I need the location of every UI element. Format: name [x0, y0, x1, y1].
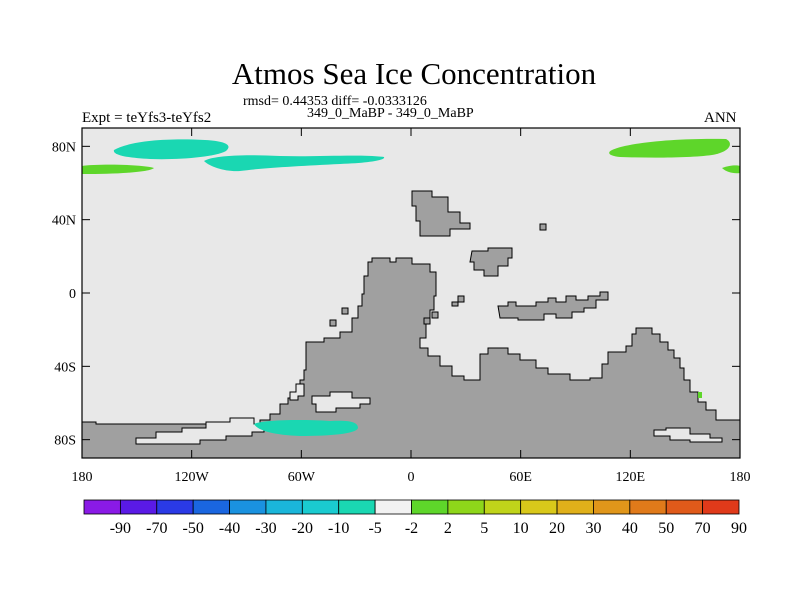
- colorbar-label: -30: [255, 520, 276, 537]
- land-central-island: [469, 247, 513, 277]
- colorbar-swatch: [556, 499, 594, 515]
- colorbar-swatch: [702, 499, 740, 515]
- colorbar-swatch: [483, 499, 522, 515]
- land-islet-7: [341, 307, 349, 315]
- y-tick-label: 40N: [52, 214, 76, 229]
- colorbar-swatch: [301, 499, 340, 515]
- colorbar-label: -90: [110, 520, 131, 537]
- x-tick-label: 180: [72, 470, 93, 485]
- y-tick-label: 0: [69, 287, 76, 302]
- gap-south-3: [653, 427, 723, 443]
- colorbar-label: -70: [146, 520, 167, 537]
- colorbar-swatch: [192, 499, 230, 515]
- colorbar-label: 20: [549, 520, 565, 537]
- colorbar-label: 2: [444, 520, 452, 537]
- colorbar-label: 10: [513, 520, 529, 537]
- weddell-negative: [254, 420, 358, 436]
- x-tick-label: 60E: [509, 470, 532, 485]
- colorbar-label: 40: [622, 520, 638, 537]
- land-masses: [81, 190, 741, 459]
- colorbar-label: -5: [368, 520, 381, 537]
- colorbar-swatch: [411, 499, 449, 515]
- x-tick-label: 180: [730, 470, 751, 485]
- ocean-gaps: [135, 383, 723, 445]
- land-islet-5: [423, 317, 431, 325]
- colorbar-label: 90: [731, 520, 747, 537]
- colorbar-swatch: [665, 499, 704, 515]
- colorbar-label: -2: [405, 520, 418, 537]
- land-north-america: [411, 190, 471, 237]
- x-axis-ticks: 180 120W 60W 0 60E 120E 180: [72, 128, 751, 485]
- colorbar-label: 30: [585, 520, 601, 537]
- land-southern-continent: [81, 257, 741, 459]
- y-tick-label: 80S: [54, 434, 76, 449]
- arctic-negative-atlantic: [204, 155, 385, 172]
- case-label: 349_0_MaBP - 349_0_MaBP: [307, 106, 474, 121]
- colorbar-label: 70: [695, 520, 711, 537]
- arctic-positive-east: [609, 138, 730, 158]
- colorbar-swatch: [265, 499, 303, 515]
- y-axis-ticks: 80N 40N 0 40S 80S: [52, 140, 740, 449]
- plot-title: Atmos Sea Ice Concentration: [231, 56, 597, 91]
- colorbar-label: 50: [658, 520, 674, 537]
- colorbar-swatch: [229, 499, 267, 515]
- colorbar-swatch: [374, 499, 412, 515]
- land-east-landmass: [497, 291, 609, 321]
- colorbar-swatch: [338, 499, 376, 515]
- colorbar-label: 5: [480, 520, 488, 537]
- experiment-label: Expt = teYfs3-teYfs2: [82, 110, 212, 126]
- land-islet-2: [457, 295, 465, 303]
- colorbar: -90 -70 -50 -40 -30 -20 -10 -5 -2 2 5 10 20 30 40 50 70 9…: [83, 499, 747, 537]
- y-tick-label: 40S: [54, 360, 76, 375]
- colorbar-swatch: [520, 499, 558, 515]
- colorbar-swatch: [83, 499, 121, 515]
- land-islet-3: [451, 301, 459, 307]
- colorbar-swatch: [629, 499, 667, 515]
- x-tick-label: 60W: [288, 470, 316, 485]
- land-islet-4: [431, 311, 439, 319]
- x-tick-label: 120W: [175, 470, 210, 485]
- y-tick-label: 80N: [52, 140, 76, 155]
- x-tick-label: 0: [408, 470, 415, 485]
- plot-subtitle: rmsd= 0.44353 diff= -0.0333126: [243, 94, 427, 109]
- colorbar-swatch: [593, 499, 631, 515]
- colorbar-label: -50: [183, 520, 204, 537]
- small-positive-patch: [698, 392, 702, 398]
- colorbar-swatch: [156, 499, 194, 515]
- colorbar-label: -10: [328, 520, 349, 537]
- gap-south-4: [289, 383, 305, 401]
- land-islet-6: [329, 319, 337, 327]
- colorbar-label: -20: [292, 520, 313, 537]
- map-panel: 80N 40N 0 40S 80S 180 120W 60W 0 60E 120E 180: [52, 127, 751, 485]
- season-label: ANN: [704, 110, 737, 126]
- colorbar-swatch: [119, 499, 158, 515]
- land-islet-1: [539, 223, 547, 231]
- arctic-positive-east-edge: [722, 165, 740, 174]
- arctic-negative-pacific: [113, 139, 229, 160]
- colorbar-label: -40: [219, 520, 240, 537]
- anomaly-contours: [82, 138, 740, 436]
- arctic-positive-west: [82, 164, 154, 174]
- x-tick-label: 120E: [616, 470, 646, 485]
- gap-south-1: [311, 391, 371, 413]
- colorbar-swatch: [447, 499, 485, 515]
